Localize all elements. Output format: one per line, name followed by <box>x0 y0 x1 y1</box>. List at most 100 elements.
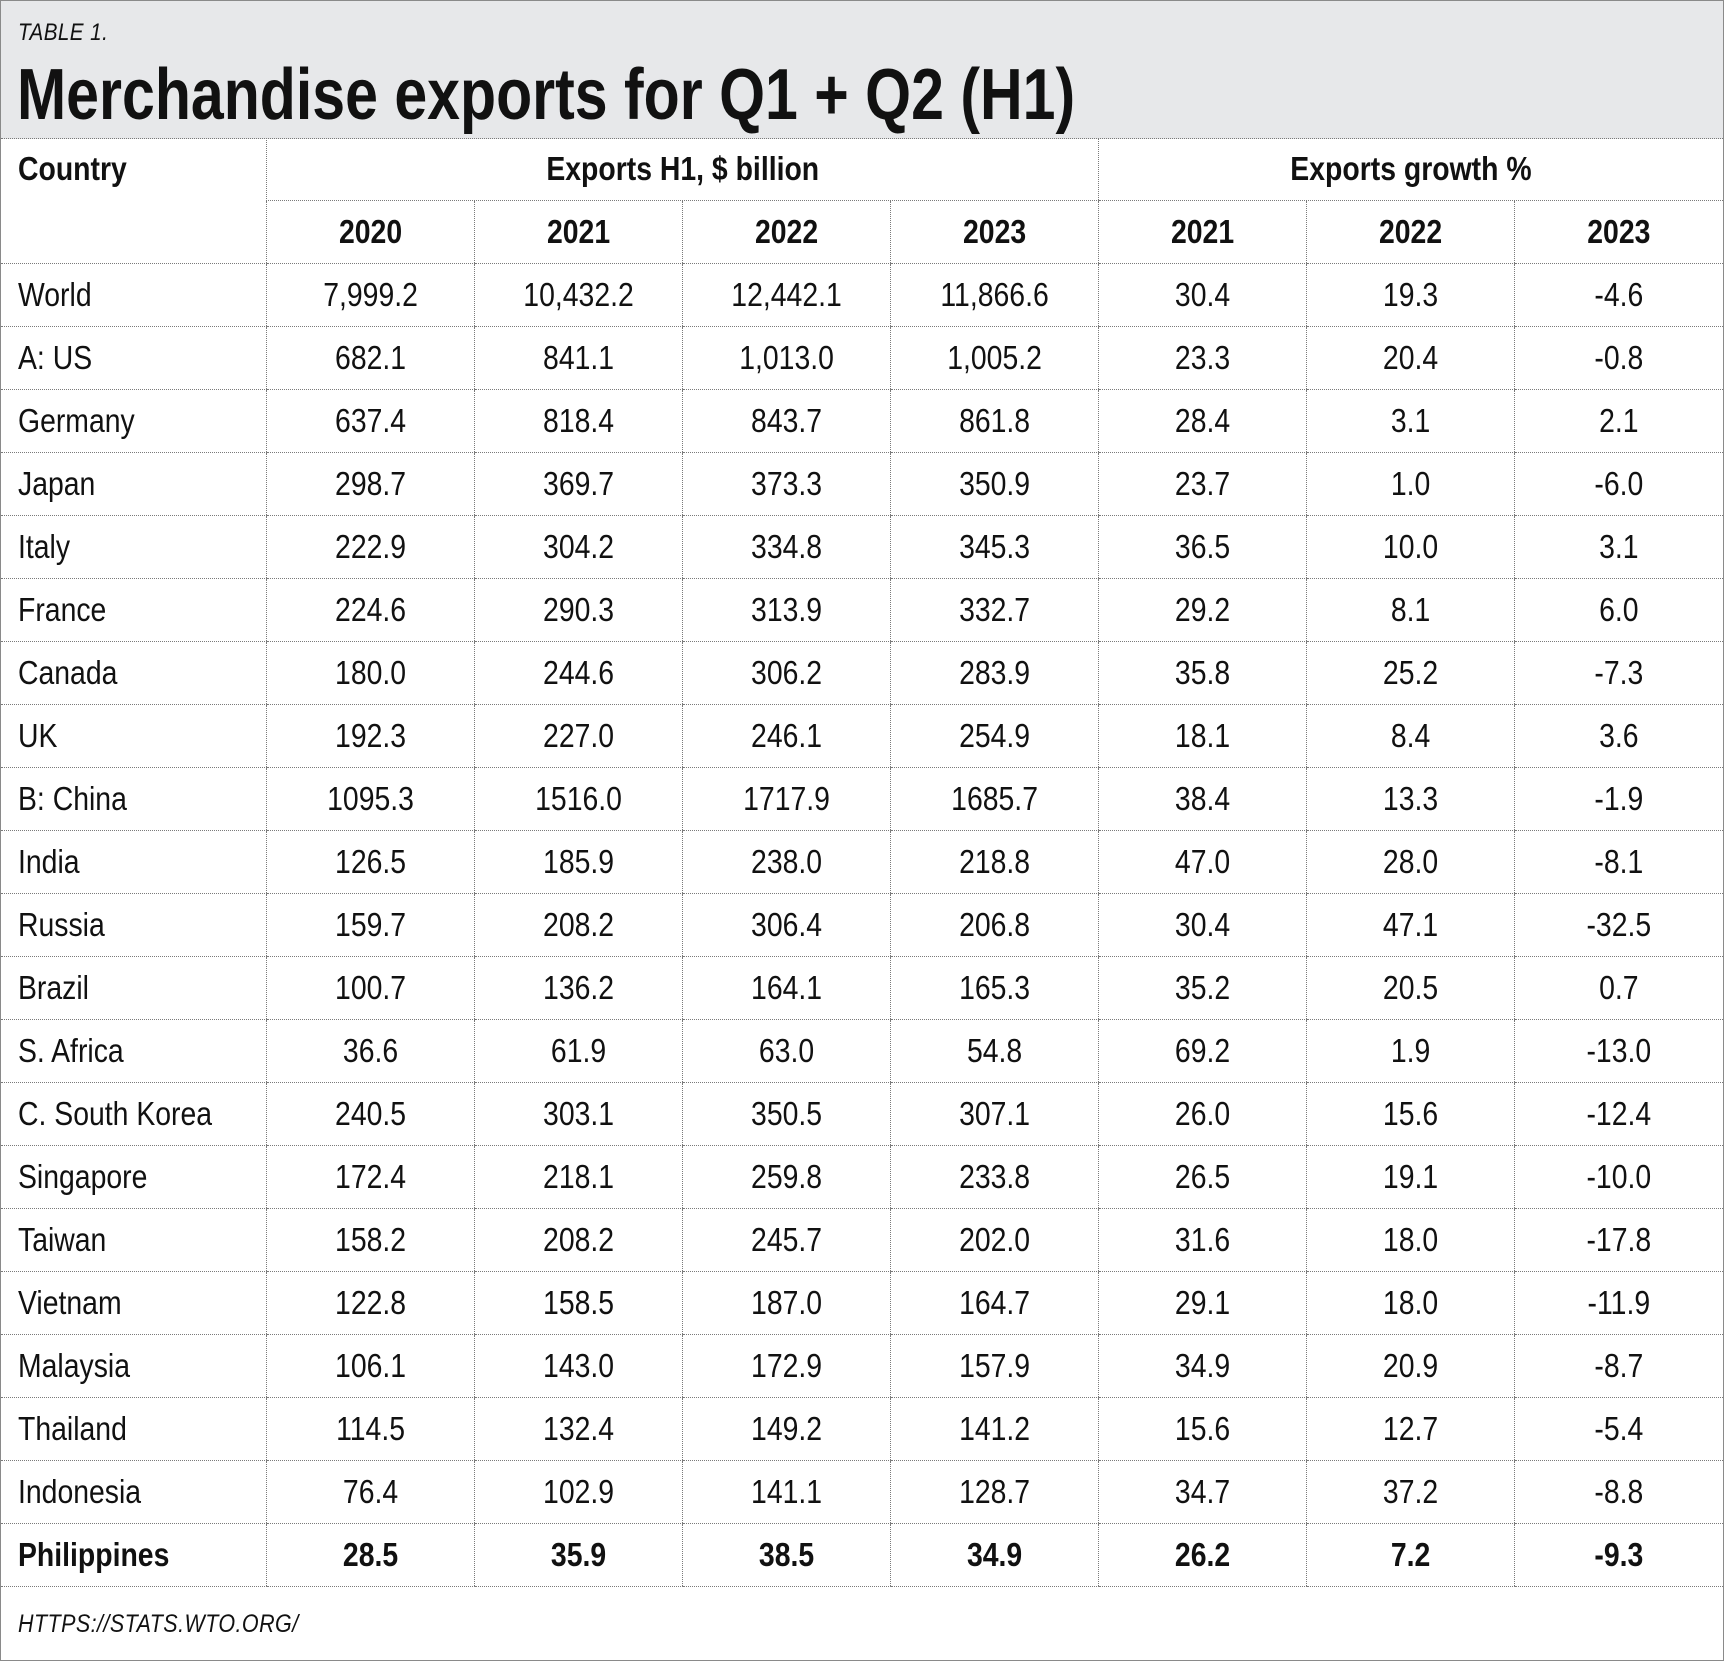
table-body: World 7,999.2 10,432.2 12,442.1 11,866.6 30.4… <box>1 263 1723 1587</box>
table-row: Thailand 114.5 132.4 149.2 141.2 15.6 12.7 -5.4 <box>1 1397 1723 1461</box>
exports-value-cell: 158.2 <box>265 1208 475 1272</box>
growth-year-header: 2021 <box>1098 200 1307 264</box>
country-cell: Vietnam <box>1 1271 267 1335</box>
growth-value-cell: 2.1 <box>1514 389 1723 453</box>
country-cell: Indonesia <box>1 1460 267 1524</box>
table-row: Malaysia 106.1 143.0 172.9 157.9 34.9 20.9 -8.7 <box>1 1334 1723 1398</box>
table-row: Canada 180.0 244.6 306.2 283.9 35.8 25.2 -7.3 <box>1 641 1723 705</box>
growth-value-cell: 26.0 <box>1098 1082 1307 1146</box>
exports-value-cell: 304.2 <box>473 515 683 579</box>
exports-value-cell: 208.2 <box>473 893 683 957</box>
exports-value-cell: 172.4 <box>265 1145 475 1209</box>
growth-value-cell: -7.3 <box>1514 641 1723 705</box>
growth-value-cell: 28.4 <box>1098 389 1307 453</box>
exports-value-cell: 259.8 <box>681 1145 891 1209</box>
growth-value-cell: -13.0 <box>1514 1019 1723 1083</box>
growth-value-cell: -8.1 <box>1514 830 1723 894</box>
exports-value-cell: 245.7 <box>681 1208 891 1272</box>
exports-value-cell: 54.8 <box>889 1019 1099 1083</box>
exports-value-cell: 246.1 <box>681 704 891 768</box>
exports-value-cell: 1717.9 <box>681 767 891 831</box>
country-cell: Germany <box>1 389 267 453</box>
exports-value-cell: 34.9 <box>889 1523 1099 1587</box>
growth-value-cell: 26.5 <box>1098 1145 1307 1209</box>
growth-value-cell: 30.4 <box>1098 263 1307 327</box>
growth-value-cell: -11.9 <box>1514 1271 1723 1335</box>
table-row: Indonesia 76.4 102.9 141.1 128.7 34.7 37.2 -8.8 <box>1 1460 1723 1524</box>
exports-year-header: 2023 <box>889 200 1099 264</box>
country-cell: C. South Korea <box>1 1082 267 1146</box>
exports-value-cell: 1516.0 <box>473 767 683 831</box>
growth-value-cell: 12.7 <box>1306 1397 1515 1461</box>
growth-value-cell: 1.0 <box>1306 452 1515 516</box>
table-row: Taiwan 158.2 208.2 245.7 202.0 31.6 18.0 -17.8 <box>1 1208 1723 1272</box>
growth-value-cell: 18.0 <box>1306 1271 1515 1335</box>
table-title: Merchandise exports for Q1 + Q2 (H1) <box>17 55 1076 135</box>
country-cell: UK <box>1 704 267 768</box>
table-row: A: US 682.1 841.1 1,013.0 1,005.2 23.3 20.4 -0.… <box>1 326 1723 390</box>
exports-value-cell: 141.1 <box>681 1460 891 1524</box>
exports-value-cell: 240.5 <box>265 1082 475 1146</box>
growth-value-cell: 10.0 <box>1306 515 1515 579</box>
growth-value-cell: -6.0 <box>1514 452 1723 516</box>
exports-year-header: 2020 <box>265 200 475 264</box>
country-column-header: Country <box>1 138 267 264</box>
growth-value-cell: 29.2 <box>1098 578 1307 642</box>
exports-value-cell: 682.1 <box>265 326 475 390</box>
country-cell: S. Africa <box>1 1019 267 1083</box>
growth-value-cell: 31.6 <box>1098 1208 1307 1272</box>
year-header-row: 2020 2021 2022 2023 2021 2022 2023 <box>1 200 1723 264</box>
exports-table: Country Exports H1, $ billion Exports gr… <box>1 138 1723 1587</box>
exports-value-cell: 128.7 <box>889 1460 1099 1524</box>
exports-value-cell: 122.8 <box>265 1271 475 1335</box>
country-cell: Brazil <box>1 956 267 1020</box>
table-row: World 7,999.2 10,432.2 12,442.1 11,866.6 30.4… <box>1 263 1723 327</box>
exports-value-cell: 11,866.6 <box>889 263 1099 327</box>
growth-value-cell: 35.2 <box>1098 956 1307 1020</box>
country-cell: Philippines <box>1 1523 267 1587</box>
table-row: Italy 222.9 304.2 334.8 345.3 36.5 10.0 3.1 <box>1 515 1723 579</box>
exports-value-cell: 10,432.2 <box>473 263 683 327</box>
exports-value-cell: 218.8 <box>889 830 1099 894</box>
exports-value-cell: 254.9 <box>889 704 1099 768</box>
exports-value-cell: 102.9 <box>473 1460 683 1524</box>
exports-value-cell: 158.5 <box>473 1271 683 1335</box>
growth-group-header: Exports growth % <box>1098 138 1723 201</box>
exports-value-cell: 332.7 <box>889 578 1099 642</box>
country-cell: World <box>1 263 267 327</box>
growth-value-cell: 26.2 <box>1098 1523 1307 1587</box>
growth-year-header: 2022 <box>1306 200 1515 264</box>
growth-value-cell: 1.9 <box>1306 1019 1515 1083</box>
table-row: Russia 159.7 208.2 306.4 206.8 30.4 47.1 -32.5 <box>1 893 1723 957</box>
growth-value-cell: 20.5 <box>1306 956 1515 1020</box>
exports-value-cell: 206.8 <box>889 893 1099 957</box>
table-row: UK 192.3 227.0 246.1 254.9 18.1 8.4 3.6 <box>1 704 1723 768</box>
growth-value-cell: 35.8 <box>1098 641 1307 705</box>
growth-value-cell: 18.0 <box>1306 1208 1515 1272</box>
growth-value-cell: 47.0 <box>1098 830 1307 894</box>
country-cell: Italy <box>1 515 267 579</box>
growth-value-cell: 13.3 <box>1306 767 1515 831</box>
growth-value-cell: 47.1 <box>1306 893 1515 957</box>
exports-value-cell: 841.1 <box>473 326 683 390</box>
growth-value-cell: 30.4 <box>1098 893 1307 957</box>
exports-value-cell: 1095.3 <box>265 767 475 831</box>
exports-value-cell: 1685.7 <box>889 767 1099 831</box>
exports-value-cell: 100.7 <box>265 956 475 1020</box>
exports-value-cell: 283.9 <box>889 641 1099 705</box>
growth-value-cell: -12.4 <box>1514 1082 1723 1146</box>
exports-value-cell: 224.6 <box>265 578 475 642</box>
exports-value-cell: 36.6 <box>265 1019 475 1083</box>
growth-value-cell: 29.1 <box>1098 1271 1307 1335</box>
exports-value-cell: 185.9 <box>473 830 683 894</box>
exports-value-cell: 38.5 <box>681 1523 891 1587</box>
growth-value-cell: 36.5 <box>1098 515 1307 579</box>
growth-value-cell: 34.9 <box>1098 1334 1307 1398</box>
exports-value-cell: 244.6 <box>473 641 683 705</box>
exports-value-cell: 187.0 <box>681 1271 891 1335</box>
growth-value-cell: 19.1 <box>1306 1145 1515 1209</box>
table-row: Japan 298.7 369.7 373.3 350.9 23.7 1.0 -6.0 <box>1 452 1723 516</box>
exports-value-cell: 28.5 <box>265 1523 475 1587</box>
source-footnote: HTTPS://STATS.WTO.ORG/ <box>18 1610 299 1638</box>
